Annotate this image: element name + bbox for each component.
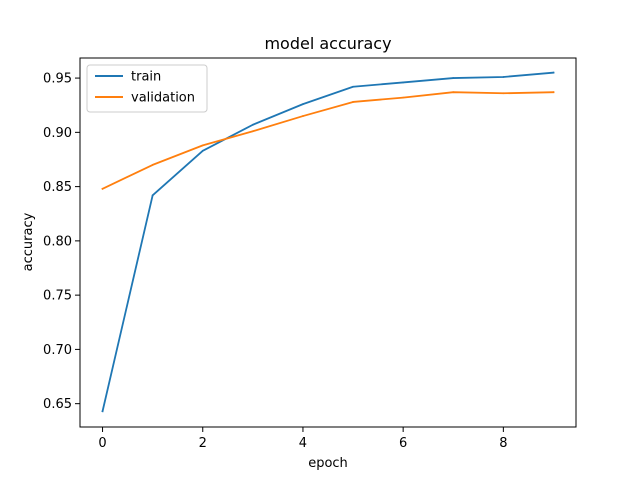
data-point-validation <box>352 101 354 103</box>
data-point-validation <box>101 187 104 190</box>
legend-label-train: train <box>131 70 161 85</box>
data-point-train <box>151 194 154 197</box>
chart-title: model accuracy <box>264 34 391 53</box>
data-point-validation <box>251 130 254 133</box>
legend-label-validation: validation <box>131 91 195 106</box>
data-point-train <box>251 123 254 126</box>
data-point-train <box>201 149 204 152</box>
y-tick-label: 0.95 <box>43 72 72 87</box>
series-line-validation <box>101 91 555 190</box>
y-tick-label: 0.90 <box>43 126 72 141</box>
data-point-train <box>352 85 354 88</box>
data-point-train <box>302 103 304 106</box>
data-point-validation <box>502 92 505 95</box>
data-point-train <box>101 410 104 413</box>
data-point-validation <box>552 91 555 94</box>
data-point-train <box>402 81 405 84</box>
data-point-train <box>502 76 505 78</box>
legend: train validation <box>86 64 208 113</box>
x-tick-label: 6 <box>399 436 407 451</box>
x-tick-label: 2 <box>199 436 207 451</box>
plot-area <box>79 57 577 428</box>
y-axis-label: accuracy <box>21 212 36 271</box>
y-tick-label: 0.70 <box>43 343 72 358</box>
x-axis-label: epoch <box>308 456 348 471</box>
y-tick-label: 0.75 <box>43 289 72 304</box>
y-tick-label: 0.65 <box>43 397 72 412</box>
y-tick-label: 0.80 <box>43 234 72 249</box>
data-point-train <box>552 71 555 74</box>
y-tick-label: 0.85 <box>43 180 72 195</box>
series-line-train <box>101 71 555 413</box>
series-layer <box>101 71 555 413</box>
y-axis: 0.65 0.70 0.75 0.80 0.85 0.90 0.95 <box>43 72 80 412</box>
data-point-validation <box>302 115 304 117</box>
data-point-validation <box>402 96 405 99</box>
x-axis: 0 2 4 6 8 <box>98 427 507 451</box>
data-point-train <box>452 77 455 79</box>
plot-frame <box>79 57 577 428</box>
x-tick-label: 0 <box>98 436 106 451</box>
x-tick-label: 4 <box>299 436 307 451</box>
data-point-validation <box>201 144 204 147</box>
x-tick-label: 8 <box>499 436 507 451</box>
data-point-validation <box>452 91 455 94</box>
data-point-validation <box>151 164 154 166</box>
